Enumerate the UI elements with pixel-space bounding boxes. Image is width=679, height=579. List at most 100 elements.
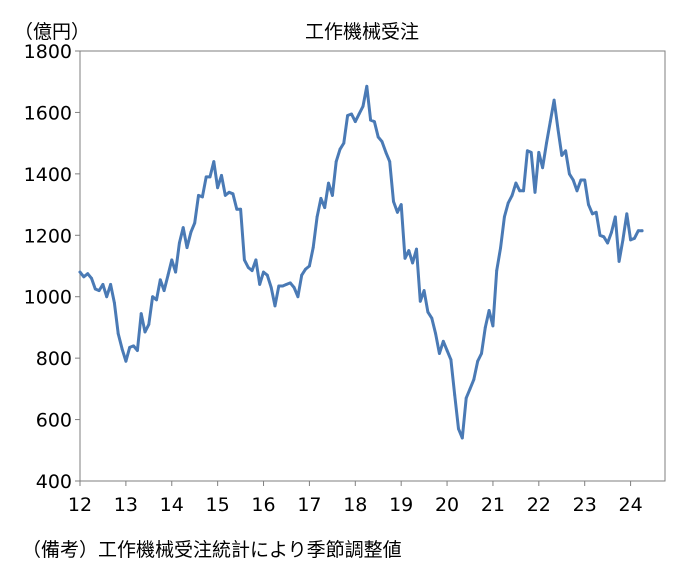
data-point — [265, 273, 269, 277]
data-point — [529, 151, 533, 154]
data-point — [136, 349, 139, 352]
data-point — [625, 212, 629, 216]
data-point — [78, 270, 82, 274]
y-tick-label: 400 — [36, 471, 72, 493]
series-layer — [78, 84, 644, 440]
data-point — [518, 189, 522, 193]
data-point — [166, 273, 170, 277]
data-point — [315, 215, 319, 219]
data-point — [388, 160, 392, 164]
data-point — [220, 174, 223, 177]
data-point — [606, 241, 609, 245]
data-point — [208, 175, 212, 179]
data-point — [311, 246, 315, 250]
data-point — [506, 201, 510, 205]
data-point — [288, 281, 292, 285]
y-tick-label: 600 — [36, 410, 72, 432]
y-tick-label: 1800 — [24, 41, 72, 63]
data-point — [338, 147, 342, 151]
data-point — [319, 197, 323, 200]
data-point — [396, 210, 399, 214]
data-point — [575, 189, 579, 193]
data-point — [178, 241, 181, 245]
data-point — [526, 149, 529, 153]
data-point — [158, 278, 162, 282]
data-point — [323, 206, 327, 210]
data-point — [541, 166, 544, 170]
x-tick-label: 14 — [160, 494, 184, 516]
data-point — [143, 330, 147, 334]
data-point — [101, 283, 105, 286]
data-point — [472, 378, 476, 381]
data-point — [90, 276, 93, 280]
data-point — [495, 269, 499, 272]
data-point — [300, 273, 304, 277]
data-point — [97, 289, 101, 292]
data-point — [308, 264, 311, 268]
data-point — [243, 258, 246, 262]
data-point — [579, 178, 583, 182]
data-point — [331, 194, 334, 197]
data-point — [269, 286, 273, 289]
data-point — [399, 203, 403, 207]
data-point — [468, 387, 472, 391]
data-point — [216, 186, 220, 190]
data-point — [411, 261, 414, 265]
data-point — [285, 283, 288, 286]
data-point — [170, 258, 174, 262]
data-point — [583, 178, 587, 182]
data-point — [105, 295, 109, 299]
data-point — [246, 266, 250, 269]
data-point — [181, 226, 185, 230]
x-tick-label: 23 — [573, 494, 597, 516]
data-point — [522, 189, 525, 193]
data-point — [193, 221, 197, 225]
data-point — [273, 304, 277, 308]
y-tick-label: 1400 — [24, 164, 72, 186]
data-point — [361, 104, 365, 108]
data-point — [113, 301, 116, 305]
data-point — [613, 215, 617, 219]
data-point — [476, 359, 480, 363]
data-point — [346, 114, 349, 117]
data-point — [552, 98, 556, 102]
data-point — [640, 229, 644, 233]
data-point — [537, 151, 541, 154]
x-tick-label: 15 — [206, 494, 230, 516]
data-point — [365, 84, 369, 88]
data-point — [453, 393, 457, 397]
x-tick-label: 12 — [68, 494, 92, 516]
data-point — [185, 246, 189, 250]
y-tick-label: 1600 — [24, 102, 72, 124]
x-tick-label: 20 — [435, 494, 459, 516]
data-point — [139, 312, 143, 315]
data-point — [503, 215, 506, 219]
series-line — [78, 84, 644, 440]
x-tick-label: 16 — [251, 494, 275, 516]
data-point — [327, 181, 330, 185]
data-point — [235, 207, 239, 211]
data-point — [568, 172, 571, 176]
data-point — [132, 344, 135, 348]
data-point — [564, 149, 567, 153]
data-point — [434, 332, 437, 335]
data-point — [227, 190, 231, 194]
data-point — [151, 295, 155, 299]
data-point — [629, 238, 632, 242]
data-point — [426, 310, 430, 314]
data-point — [82, 275, 86, 279]
data-point — [120, 347, 124, 351]
data-point — [376, 135, 380, 139]
data-point — [621, 238, 625, 242]
data-point — [430, 316, 434, 320]
data-point — [128, 346, 132, 349]
data-point — [587, 203, 590, 207]
data-point — [438, 352, 441, 355]
x-tick-label: 22 — [527, 494, 551, 516]
y-tick-label: 800 — [36, 348, 72, 370]
data-point — [189, 230, 193, 234]
data-point — [480, 352, 483, 355]
data-point — [491, 324, 495, 328]
y-axis: 400 600 800 1000 1200 1400 1600 1800 — [24, 41, 80, 493]
data-point — [357, 112, 361, 116]
